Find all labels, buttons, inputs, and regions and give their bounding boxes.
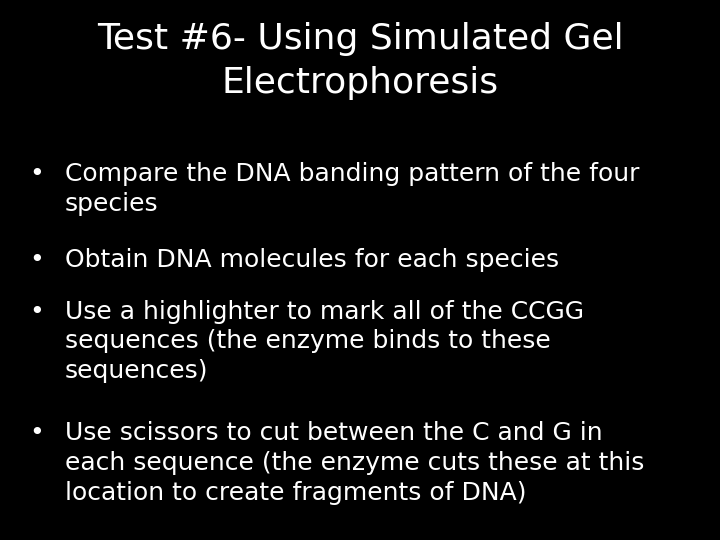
Text: Compare the DNA banding pattern of the four
species: Compare the DNA banding pattern of the f…: [65, 162, 639, 215]
Text: •: •: [29, 248, 43, 272]
Text: Use scissors to cut between the C and G in
each sequence (the enzyme cuts these : Use scissors to cut between the C and G …: [65, 421, 644, 504]
Text: •: •: [29, 300, 43, 323]
Text: Obtain DNA molecules for each species: Obtain DNA molecules for each species: [65, 248, 559, 272]
Text: Test #6- Using Simulated Gel
Electrophoresis: Test #6- Using Simulated Gel Electrophor…: [96, 22, 624, 100]
Text: Use a highlighter to mark all of the CCGG
sequences (the enzyme binds to these
s: Use a highlighter to mark all of the CCG…: [65, 300, 584, 383]
Text: •: •: [29, 421, 43, 445]
Text: •: •: [29, 162, 43, 186]
